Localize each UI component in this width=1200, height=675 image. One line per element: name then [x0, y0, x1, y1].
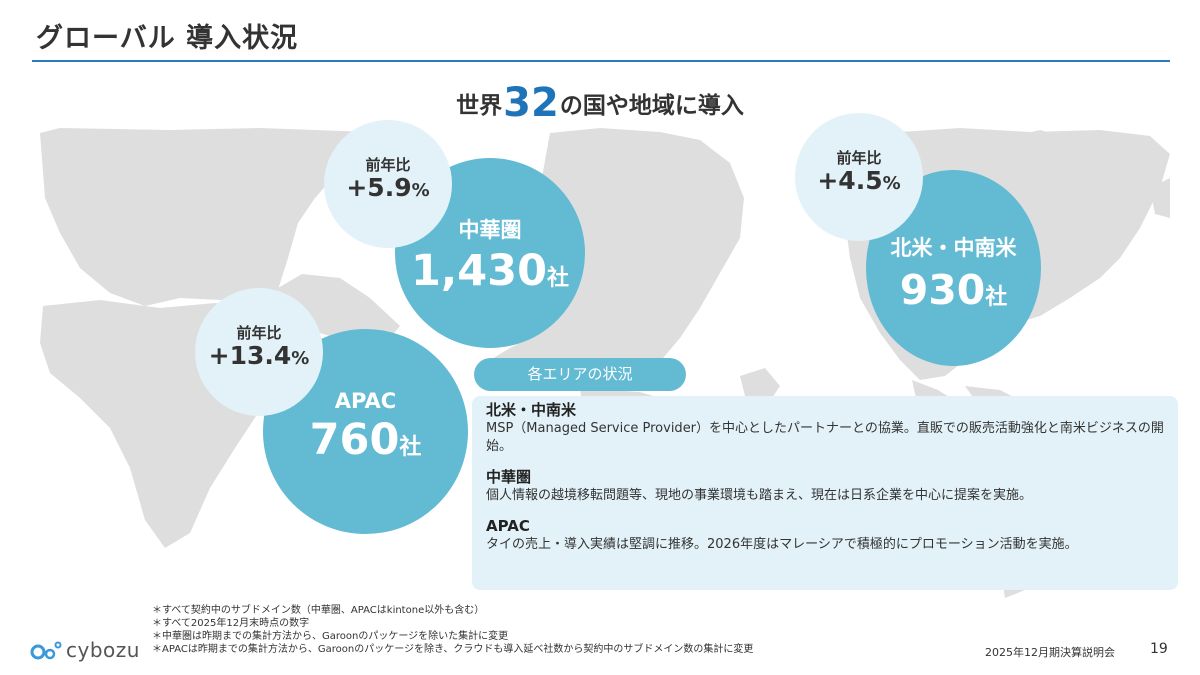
- yoy-number: +13.4: [208, 341, 292, 370]
- yoy-percent-sign: %: [411, 180, 430, 201]
- title-divider: [32, 60, 1170, 62]
- footnote: ＊中華圏は昨期までの集計方法から、Garoonのパッケージを除いた集計に変更: [152, 631, 509, 642]
- brand-name: cybozu: [66, 638, 140, 662]
- region-count-unit: 社: [547, 266, 570, 291]
- region-count: 760社: [263, 419, 468, 462]
- area-section-title: 北米・中南米: [486, 401, 577, 419]
- footnotes: ＊すべて契約中のサブドメイン数（中華圏、APACはkintone以外も含む） ＊…: [152, 604, 753, 656]
- area-section-body: MSP（Managed Service Provider）を中心としたパートナー…: [486, 421, 1164, 454]
- headline-suffix: の国や地域に導入: [559, 93, 744, 119]
- area-status-panel: 北米・中南米 MSP（Managed Service Provider）を中心と…: [472, 396, 1178, 590]
- slide-title: グローバル 導入状況: [36, 23, 299, 54]
- area-section-title: APAC: [486, 517, 530, 535]
- yoy-number: +5.9: [346, 173, 412, 202]
- yoy-label: 前年比: [236, 324, 282, 342]
- north-america-yoy-bubble: 前年比 +4.5%: [795, 113, 923, 241]
- region-count-value: 760: [309, 415, 400, 465]
- apac-yoy-bubble: 前年比 +13.4%: [195, 288, 323, 416]
- region-name: 中華圏: [458, 218, 522, 242]
- footer-event: 2025年12月期決算説明会: [985, 646, 1115, 659]
- yoy-number: +4.5: [817, 166, 883, 195]
- china-yoy-bubble: 前年比 +5.9%: [324, 120, 452, 248]
- yoy-value: +5.9%: [324, 173, 452, 202]
- region-count-unit: 社: [985, 285, 1008, 310]
- area-section-title: 中華圏: [486, 468, 532, 486]
- area-section-body: タイの売上・導入実績は堅調に推移。2026年度はマレーシアで積極的にプロモーショ…: [486, 537, 1078, 552]
- footnote: ＊すべて契約中のサブドメイン数（中華圏、APACはkintone以外も含む）: [152, 605, 485, 616]
- headline: 世界32の国や地域に導入: [0, 80, 1200, 126]
- region-count: 1,430社: [395, 250, 585, 293]
- region-count-value: 930: [899, 266, 986, 314]
- yoy-percent-sign: %: [882, 173, 901, 194]
- yoy-value: +4.5%: [795, 166, 923, 195]
- yoy-percent-sign: %: [291, 348, 310, 369]
- yoy-label: 前年比: [365, 156, 411, 174]
- area-section-body: 個人情報の越境移転問題等、現地の事業環境も踏まえ、現在は日系企業を中心に提案を実…: [486, 488, 1033, 503]
- china-count-circle: 中華圏 1,430社: [395, 158, 585, 348]
- region-count-unit: 社: [399, 435, 422, 460]
- area-section-china: 中華圏 個人情報の越境移転問題等、現地の事業環境も踏まえ、現在は日系企業を中心に…: [486, 467, 1164, 505]
- footnote: ＊すべて2025年12月末時点の数字: [152, 618, 310, 629]
- cybozu-logo-icon: [30, 641, 62, 660]
- page-number: 19: [1150, 641, 1168, 657]
- region-count-value: 1,430: [410, 246, 547, 296]
- headline-country-count: 32: [503, 80, 559, 126]
- region-name: 北米・中南米: [890, 236, 1017, 260]
- area-section-north-america: 北米・中南米 MSP（Managed Service Provider）を中心と…: [486, 400, 1164, 456]
- headline-prefix: 世界: [456, 93, 503, 119]
- yoy-value: +13.4%: [195, 341, 323, 370]
- region-count: 930社: [866, 270, 1041, 311]
- yoy-label: 前年比: [836, 149, 882, 167]
- area-section-apac: APAC タイの売上・導入実績は堅調に推移。2026年度はマレーシアで積極的にプ…: [486, 516, 1164, 554]
- footnote: ＊APACは昨期までの集計方法から、Garoonのパッケージを除き、クラウドも導…: [152, 644, 754, 655]
- area-status-heading: 各エリアの状況: [474, 358, 686, 391]
- region-name: APAC: [334, 389, 397, 413]
